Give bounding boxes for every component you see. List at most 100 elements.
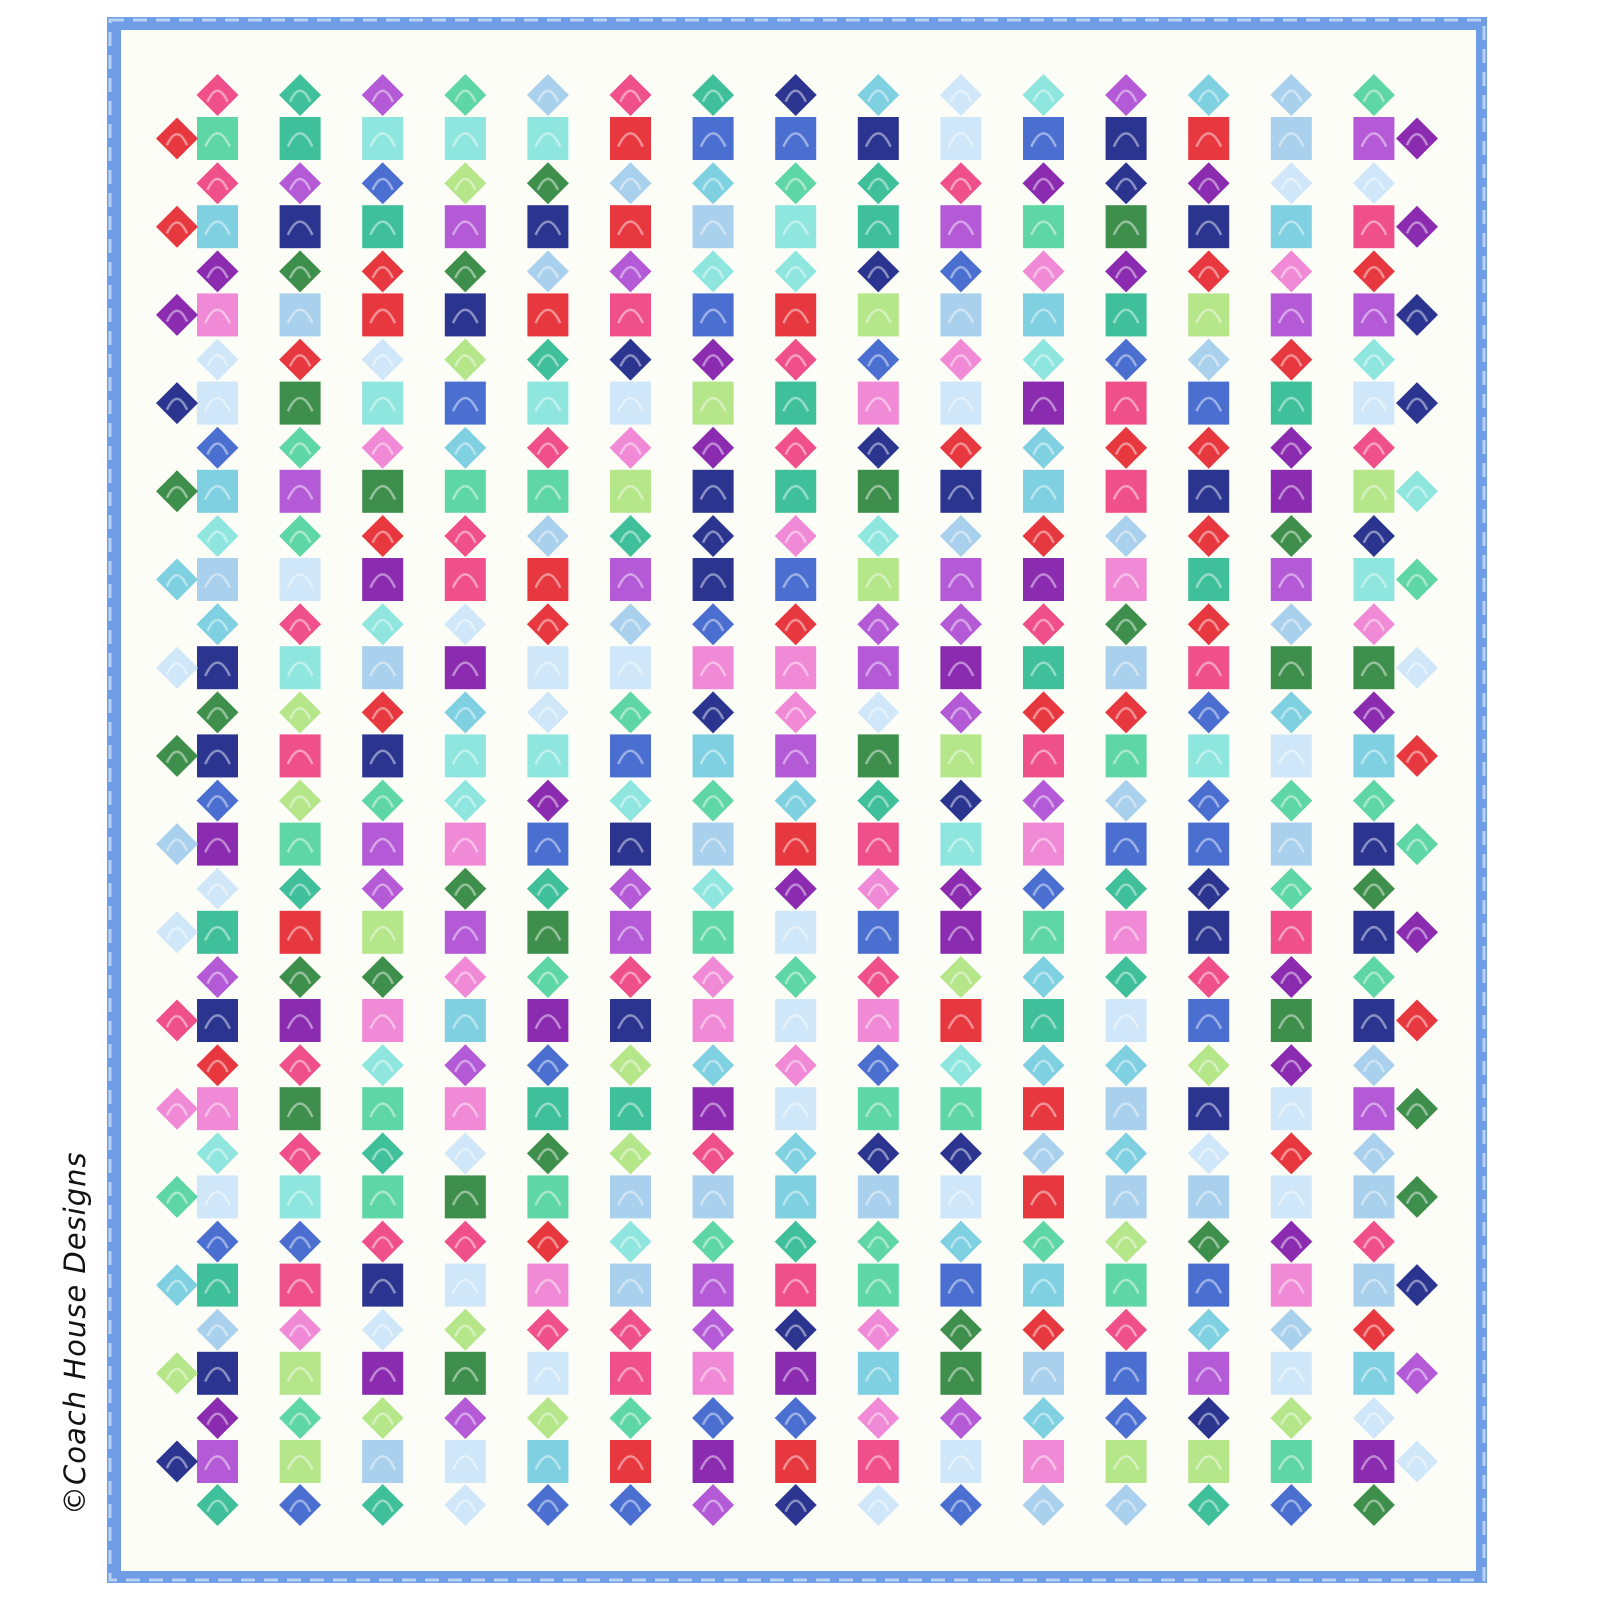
- fabric-square: [1353, 734, 1395, 778]
- fabric-print: [1114, 1147, 1138, 1161]
- fabric-print: [782, 396, 810, 412]
- fabric-diamond: [1022, 1397, 1065, 1439]
- fabric-square: [444, 822, 486, 866]
- fabric-print: [1197, 1412, 1220, 1426]
- fabric-print: [1032, 354, 1055, 367]
- fabric-diamond: [361, 74, 404, 116]
- fabric-print: [949, 354, 973, 367]
- fabric-square: [940, 1351, 982, 1395]
- fabric-square: [1105, 1175, 1147, 1219]
- fabric-square: [527, 1440, 569, 1483]
- fabric-diamond: [939, 1308, 982, 1351]
- fabric-print: [454, 265, 477, 279]
- fabric-square: [197, 1263, 238, 1307]
- fabric-print: [699, 837, 727, 853]
- fabric-diamond: [156, 1440, 198, 1483]
- fabric-print: [1195, 1102, 1223, 1118]
- fabric-print: [1195, 220, 1223, 236]
- fabric-print: [286, 1014, 314, 1030]
- fabric-diamond: [1187, 426, 1230, 469]
- fabric-square: [1023, 293, 1064, 337]
- fabric-print: [286, 661, 314, 677]
- fabric-print: [369, 573, 397, 589]
- fabric-diamond: [692, 1132, 735, 1175]
- fabric-diamond: [156, 823, 198, 866]
- fabric-print: [288, 1499, 312, 1513]
- fabric-square: [610, 910, 651, 954]
- fabric-print: [288, 883, 312, 897]
- fabric-diamond: [196, 1308, 239, 1351]
- fabric-square: [1105, 1440, 1147, 1483]
- fabric-print: [1277, 661, 1305, 677]
- fabric-print: [617, 1102, 644, 1118]
- fabric-diamond: [1187, 515, 1230, 557]
- fabric-print: [1360, 1014, 1388, 1030]
- fabric-square: [1105, 1351, 1147, 1395]
- fabric-print: [864, 573, 892, 589]
- fabric-print: [286, 308, 314, 324]
- fabric-diamond: [939, 426, 982, 469]
- fabric-print: [701, 795, 725, 808]
- fabric-print: [1032, 971, 1055, 985]
- fabric-diamond: [196, 956, 239, 998]
- fabric-print: [206, 795, 229, 808]
- fabric-print: [699, 220, 727, 236]
- fabric-print: [454, 1059, 477, 1073]
- fabric-print: [369, 308, 397, 324]
- fabric-print: [1277, 1455, 1305, 1471]
- fabric-diamond: [609, 779, 652, 822]
- fabric-print: [782, 1190, 810, 1206]
- fabric-print: [867, 177, 890, 191]
- fabric-print: [1280, 1059, 1303, 1073]
- fabric-square: [279, 1087, 321, 1131]
- fabric-print: [1280, 265, 1303, 279]
- fabric-diamond: [156, 911, 198, 954]
- fabric-print: [1030, 396, 1057, 412]
- fabric-print: [536, 1324, 560, 1338]
- fabric-print: [867, 795, 890, 808]
- fabric-print: [1280, 971, 1303, 985]
- fabric-print: [1360, 308, 1388, 324]
- fabric-square: [197, 469, 238, 513]
- fabric-print: [864, 484, 892, 501]
- fabric-square: [444, 469, 486, 513]
- fabric-diamond: [1396, 1087, 1438, 1130]
- fabric-print: [165, 1456, 189, 1469]
- fabric-diamond: [361, 1220, 404, 1263]
- fabric-diamond: [1022, 250, 1065, 293]
- fabric-print: [536, 971, 560, 985]
- fabric-print: [1112, 220, 1140, 236]
- fabric-print: [206, 177, 229, 191]
- fabric-print: [1032, 1059, 1055, 1073]
- fabric-diamond: [692, 1484, 735, 1526]
- fabric-diamond: [156, 470, 198, 513]
- fabric-square: [444, 910, 486, 954]
- fabric-diamond: [1270, 603, 1313, 646]
- fabric-square: [527, 910, 569, 954]
- fabric-print: [947, 1014, 975, 1030]
- fabric-print: [1114, 354, 1138, 367]
- fabric-print: [867, 1324, 890, 1338]
- fabric-square: [775, 910, 817, 954]
- fabric-print: [206, 1499, 229, 1513]
- fabric-print: [165, 838, 189, 852]
- fabric-square: [1105, 293, 1147, 337]
- fabric-print: [371, 354, 394, 367]
- fabric-diamond: [526, 1484, 569, 1526]
- fabric-square: [692, 1263, 734, 1307]
- fabric-diamond: [692, 250, 735, 293]
- fabric-diamond: [1270, 1220, 1313, 1263]
- fabric-diamond: [444, 603, 487, 646]
- fabric-print: [451, 1366, 479, 1383]
- fabric-diamond: [1022, 426, 1065, 469]
- fabric-diamond: [279, 1308, 322, 1351]
- fabric-square: [362, 293, 404, 337]
- fabric-diamond: [692, 1308, 735, 1351]
- fabric-diamond: [774, 1132, 817, 1175]
- fabric-print: [619, 1059, 642, 1073]
- fabric-print: [1277, 396, 1305, 412]
- fabric-print: [1030, 1455, 1057, 1471]
- fabric-square: [1270, 381, 1312, 425]
- fabric-diamond: [1352, 1397, 1395, 1439]
- fabric-diamond: [526, 1044, 569, 1087]
